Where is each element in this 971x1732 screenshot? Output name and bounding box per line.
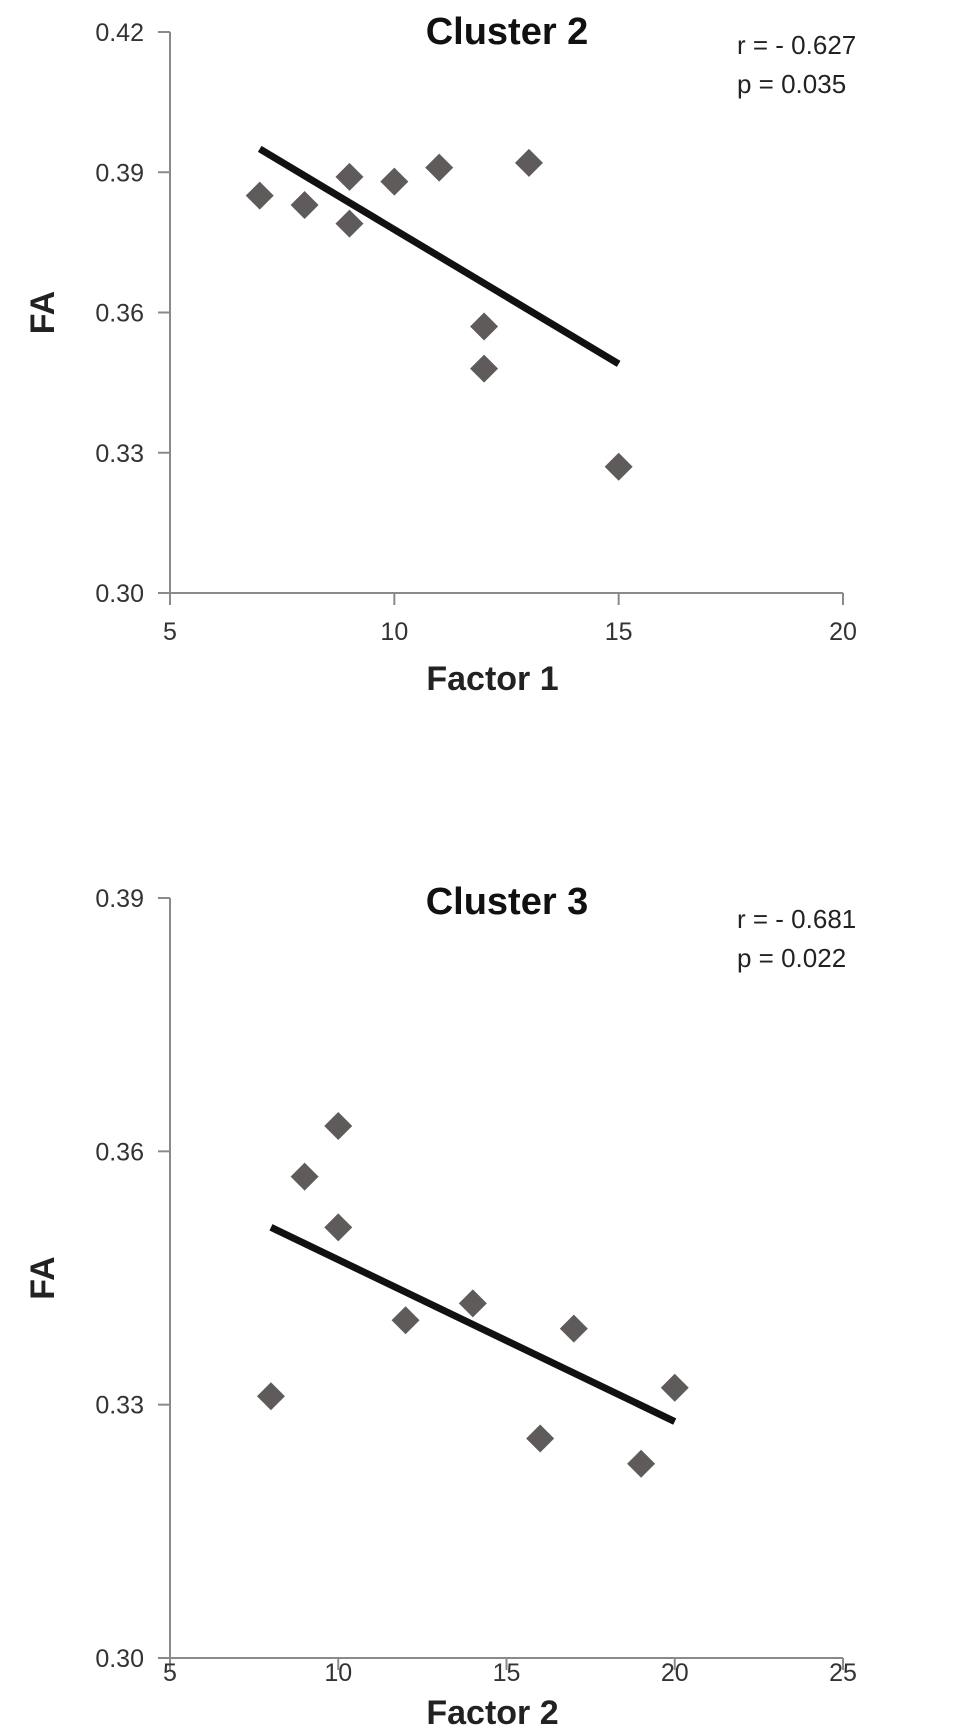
stat-r: r = - 0.627 — [737, 30, 856, 60]
chart-title: Cluster 2 — [426, 11, 589, 53]
data-point — [391, 1306, 420, 1335]
data-point — [290, 1162, 319, 1191]
chart-panel-2: 0.30 0.33 0.36 0.39 0.42 5 10 15 20 Cluster 2 Fact… — [24, 11, 857, 698]
data-point — [256, 1382, 285, 1411]
y-tick-label: 0.30 — [95, 580, 144, 608]
stat-p: p = 0.022 — [737, 943, 846, 973]
y-tick-label: 0.36 — [95, 1138, 144, 1166]
x-tick-label: 20 — [829, 618, 857, 646]
data-point — [526, 1424, 555, 1453]
y-axis-title: FA — [24, 291, 62, 334]
y-tick-label: 0.33 — [95, 1392, 144, 1420]
x-tick-label: 25 — [829, 1659, 857, 1687]
data-point — [458, 1289, 487, 1318]
trend-line — [257, 145, 621, 367]
x-tick-label: 5 — [163, 1659, 177, 1687]
data-point — [290, 190, 319, 219]
data-point — [627, 1449, 656, 1478]
y-tick-label: 0.39 — [95, 159, 144, 187]
x-tick-label: 5 — [163, 618, 177, 646]
data-point — [514, 148, 543, 177]
data-point — [245, 181, 274, 210]
y-tick-label: 0.36 — [95, 300, 144, 328]
stat-r: r = - 0.681 — [737, 904, 856, 934]
data-point — [604, 452, 633, 481]
data-point — [470, 354, 499, 383]
data-point — [660, 1373, 689, 1402]
trend-line — [269, 1224, 677, 1425]
x-tick-label: 15 — [605, 618, 633, 646]
chart-title: Cluster 3 — [426, 881, 589, 923]
x-tick-label: 10 — [324, 1659, 352, 1687]
data-point — [559, 1314, 588, 1343]
x-tick-label: 15 — [493, 1659, 521, 1687]
x-tick-label: 20 — [661, 1659, 689, 1687]
data-point — [324, 1213, 353, 1242]
stat-p: p = 0.035 — [737, 69, 846, 99]
data-point — [380, 167, 409, 196]
y-axis-title: FA — [24, 1256, 62, 1299]
chart-panel-3: 0.30 0.33 0.36 0.39 5 10 15 20 25 Cluster 3 Factor… — [24, 881, 857, 1732]
y-tick-label: 0.33 — [95, 440, 144, 468]
y-tick-label: 0.42 — [95, 19, 144, 47]
x-tick-label: 10 — [380, 618, 408, 646]
data-point — [335, 209, 364, 238]
data-point — [425, 153, 454, 182]
y-tick-label: 0.39 — [95, 885, 144, 913]
x-axis-title: Factor 1 — [426, 660, 558, 698]
data-point — [324, 1112, 353, 1140]
x-axis-title: Factor 2 — [426, 1694, 558, 1732]
y-tick-label: 0.30 — [95, 1645, 144, 1673]
data-point — [470, 312, 499, 341]
data-point — [335, 162, 364, 191]
